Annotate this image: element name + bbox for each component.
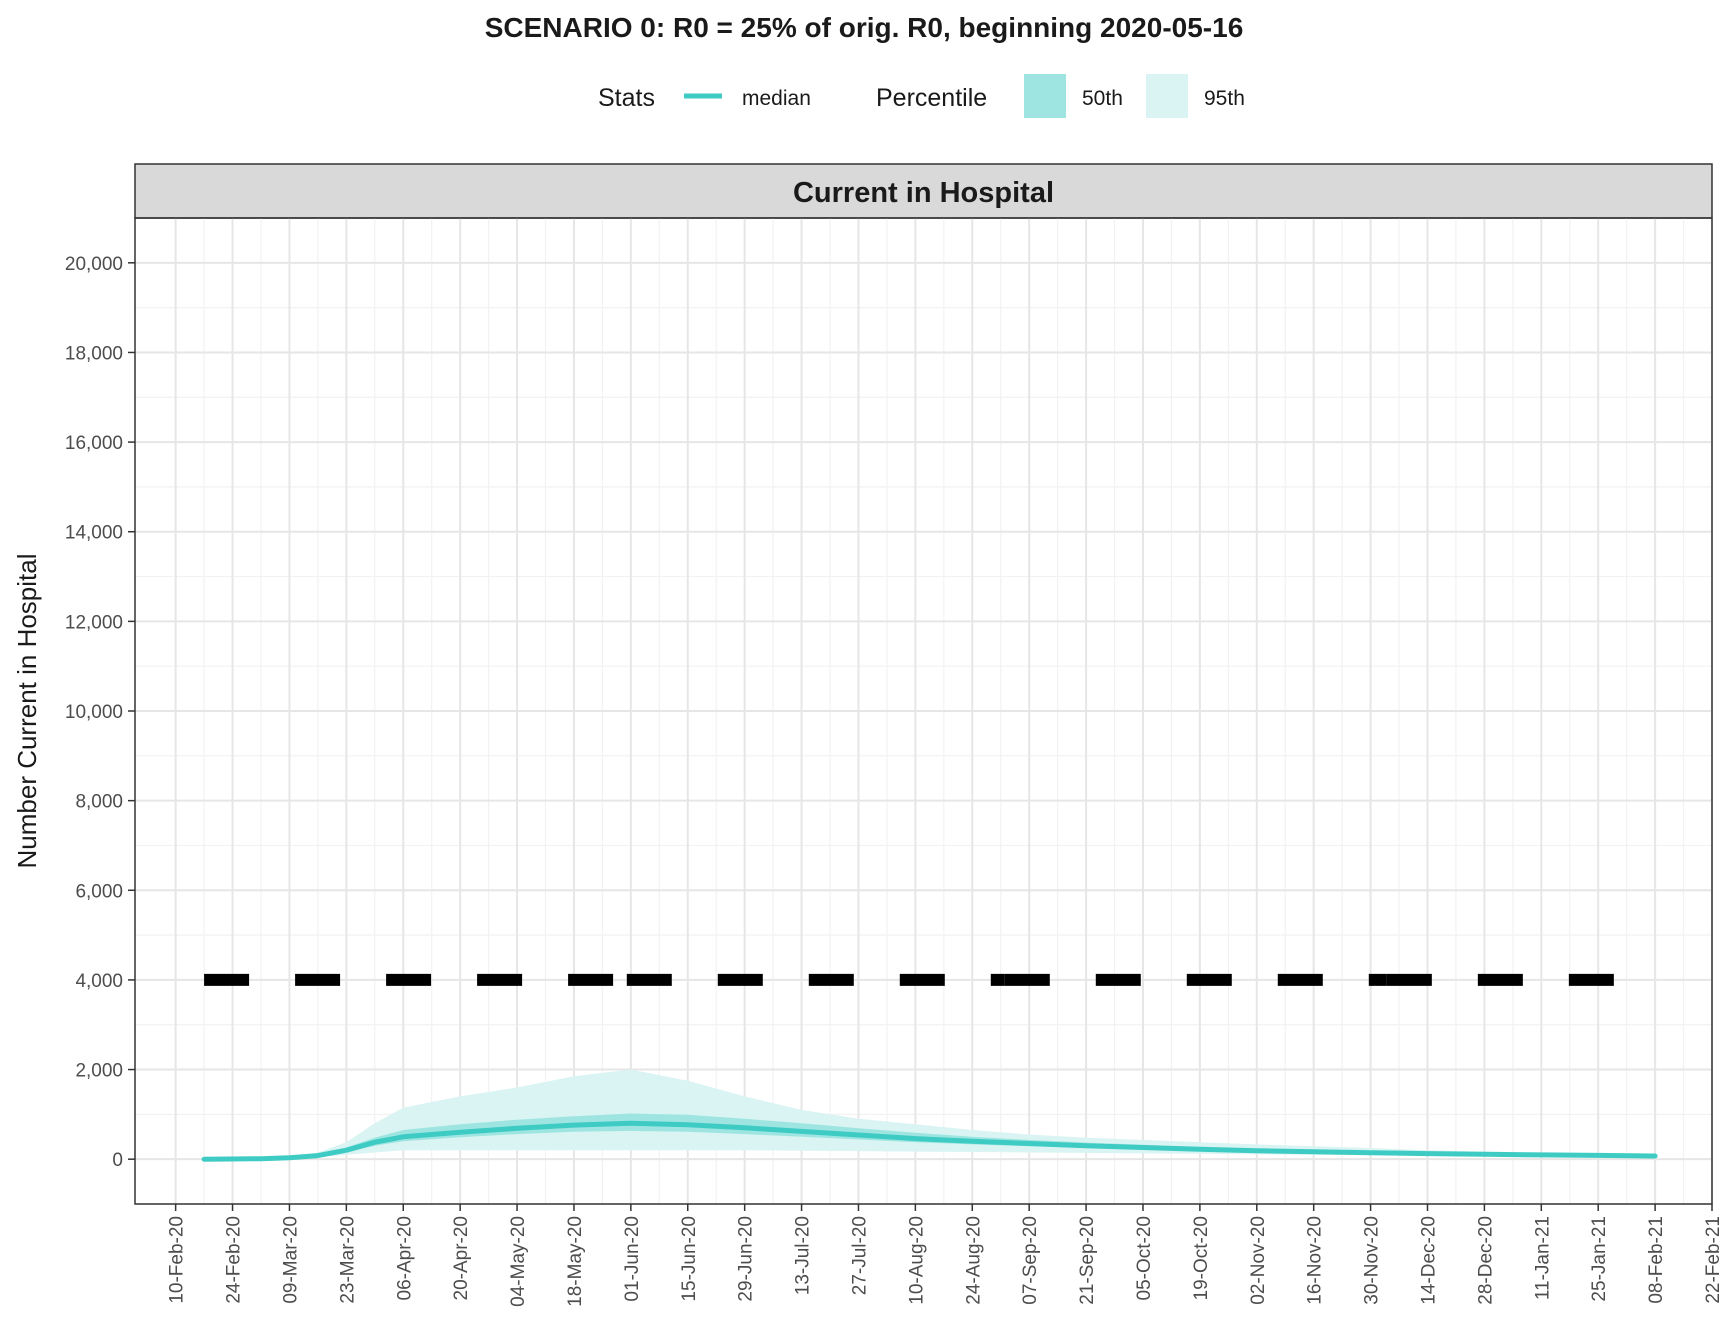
x-tick-label: 10-Aug-20 <box>906 1216 927 1305</box>
x-tick-label: 15-Jun-20 <box>679 1216 700 1302</box>
y-tick-label: 12,000 <box>65 612 123 633</box>
x-tick-label: 30-Nov-20 <box>1362 1216 1383 1305</box>
x-tick-label: 06-Apr-20 <box>394 1216 415 1301</box>
panel-strip: Current in Hospital <box>134 163 1713 1204</box>
x-tick-label: 19-Oct-20 <box>1191 1216 1212 1300</box>
x-tick-label: 16-Nov-20 <box>1305 1216 1326 1305</box>
y-tick-label: 16,000 <box>65 433 123 454</box>
x-tick-label: 09-Mar-20 <box>280 1216 301 1304</box>
x-tick-label: 27-Jul-20 <box>849 1216 870 1295</box>
legend-95th-swatch <box>1146 74 1188 118</box>
y-axis: 0 2,000 4,000 6,000 8,000 10,000 12,000 14,000 1… <box>65 254 135 1171</box>
y-tick-label: 2,000 <box>75 1061 123 1082</box>
legend-95th-label: 95th <box>1204 87 1245 110</box>
y-tick-label: 4,000 <box>75 971 123 992</box>
x-tick-label: 11-Jan-21 <box>1532 1216 1553 1300</box>
x-tick-label: 13-Jul-20 <box>793 1216 814 1295</box>
x-tick-label: 07-Sep-20 <box>1020 1216 1041 1305</box>
panel-strip-background <box>134 163 1713 219</box>
x-tick-label: 08-Feb-21 <box>1646 1216 1667 1304</box>
x-tick-label: 20-Apr-20 <box>451 1216 472 1301</box>
x-tick-label: 18-May-20 <box>565 1216 586 1307</box>
x-tick-label: 21-Sep-20 <box>1077 1216 1098 1305</box>
x-tick-label: 10-Feb-20 <box>167 1216 188 1304</box>
median-series <box>201 1120 1658 1162</box>
x-axis: 10-Feb-20 24-Feb-20 09-Mar-20 23-Mar-20 06-A… <box>167 1204 1724 1307</box>
legend-stats-title: Stats <box>598 84 655 112</box>
median-line <box>201 1120 1658 1162</box>
band-95th <box>204 1069 1656 1160</box>
band-95th-area <box>204 1069 1656 1160</box>
legend-median-swatch <box>682 74 724 118</box>
legend: Stats median Percentile 50th 95th <box>0 74 1728 120</box>
legend-50th-swatch <box>1024 74 1066 118</box>
y-tick-label: 18,000 <box>65 343 123 364</box>
y-tick-label: 8,000 <box>75 792 123 813</box>
panel-strip-title: Current in Hospital <box>793 177 1054 209</box>
y-tick-label: 0 <box>112 1150 123 1171</box>
x-tick-label: 23-Mar-20 <box>337 1216 358 1304</box>
y-tick-label: 10,000 <box>65 702 123 723</box>
x-tick-label: 05-Oct-20 <box>1134 1216 1155 1300</box>
legend-percentile-title: Percentile <box>876 84 988 112</box>
x-tick-label: 04-May-20 <box>508 1216 529 1307</box>
x-tick-label: 28-Dec-20 <box>1475 1216 1496 1305</box>
chart-title: SCENARIO 0: R0 = 25% of orig. R0, beginn… <box>484 12 1244 43</box>
legend-median-label: median <box>742 87 811 110</box>
x-tick-label: 02-Nov-20 <box>1248 1216 1269 1305</box>
y-axis-title: Number Current in Hospital <box>12 553 42 868</box>
y-axis-title-group: Number Current in Hospital <box>12 553 42 868</box>
legend-50th-label: 50th <box>1082 87 1123 110</box>
y-tick-label: 20,000 <box>65 254 123 275</box>
y-tick-label: 14,000 <box>65 523 123 544</box>
x-tick-label: 22-Feb-21 <box>1703 1216 1724 1304</box>
x-tick-label: 01-Jun-20 <box>622 1216 643 1302</box>
x-tick-label: 29-Jun-20 <box>736 1216 757 1302</box>
x-tick-label: 24-Feb-20 <box>224 1216 245 1304</box>
x-tick-label: 14-Dec-20 <box>1418 1216 1439 1305</box>
y-tick-label: 6,000 <box>75 881 123 902</box>
x-tick-label: 25-Jan-21 <box>1589 1216 1610 1302</box>
x-tick-label: 24-Aug-20 <box>963 1216 984 1305</box>
